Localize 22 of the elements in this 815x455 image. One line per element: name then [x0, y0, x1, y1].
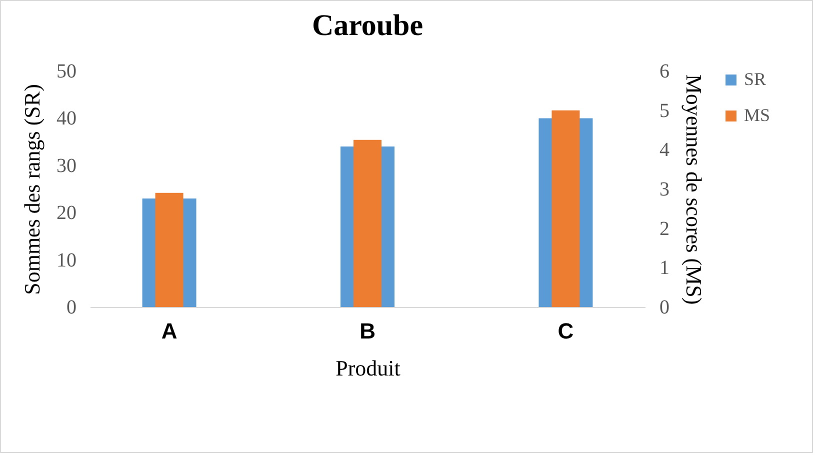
- y-tick-label: 20: [56, 202, 76, 224]
- y2-tick-label: 0: [660, 296, 670, 318]
- legend-label: SR: [744, 69, 766, 89]
- y2-tick-label: 4: [660, 139, 670, 162]
- y-tick-label: 30: [56, 154, 76, 177]
- chart-title: Caroube: [312, 9, 424, 42]
- x-tick-label: A: [161, 318, 178, 344]
- y-tick-label: 50: [56, 60, 76, 82]
- y-tick-label: 10: [56, 249, 76, 272]
- x-tick-label: C: [558, 318, 574, 344]
- y2-tick-label: 6: [660, 60, 670, 82]
- y2-tick-label: 1: [660, 257, 670, 280]
- x-axis-title: Produit: [336, 356, 400, 380]
- legend-label: MS: [744, 105, 770, 125]
- y2-tick-label: 2: [660, 218, 670, 240]
- y2-tick-label: 5: [660, 100, 670, 122]
- y-tick-label: 40: [56, 108, 76, 130]
- y-axis-title: Sommes des rangs (SR): [20, 84, 44, 295]
- y-tick-label: 0: [66, 296, 76, 318]
- y2-tick-label: 3: [660, 178, 670, 200]
- x-tick-label: B: [360, 318, 376, 344]
- y2-axis-title: Moyennes de scores (MS): [682, 74, 706, 305]
